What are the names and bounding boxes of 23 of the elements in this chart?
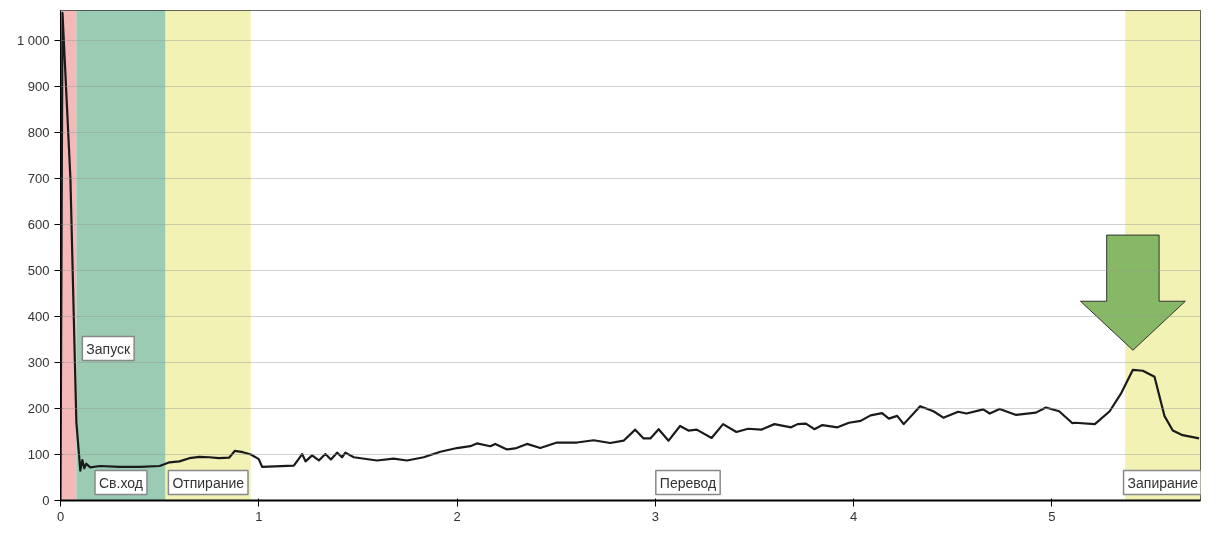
x-tick-label: 3 bbox=[651, 508, 659, 524]
band-label: Запуск bbox=[86, 340, 132, 357]
band-label: Запирание bbox=[1127, 474, 1199, 491]
band-label: Перевод bbox=[659, 474, 717, 491]
y-tick-label: 300 bbox=[27, 354, 50, 370]
band-label: Св.ход bbox=[99, 474, 143, 491]
x-tick-label: 1 bbox=[255, 508, 263, 524]
y-tick-label: 0 bbox=[42, 493, 50, 508]
x-tick-label: 0 bbox=[56, 508, 65, 524]
x-tick-label: 5 bbox=[1048, 508, 1056, 524]
y-tick-label: 400 bbox=[27, 308, 50, 324]
y-tick-label: 700 bbox=[27, 170, 50, 186]
band-label: Отпирание bbox=[172, 474, 245, 491]
y-tick-label: 900 bbox=[27, 78, 50, 94]
line-series bbox=[60, 11, 1201, 501]
x-tick-label: 2 bbox=[453, 508, 461, 524]
y-tick-label: 500 bbox=[27, 262, 50, 278]
y-tick-label: 800 bbox=[27, 124, 50, 140]
y-tick-label: 200 bbox=[27, 400, 50, 416]
x-tick-label: 4 bbox=[849, 508, 858, 524]
y-tick-label: 1 000 bbox=[16, 32, 50, 48]
y-tick-label: 100 bbox=[27, 446, 50, 462]
y-tick-label: 600 bbox=[27, 216, 50, 232]
